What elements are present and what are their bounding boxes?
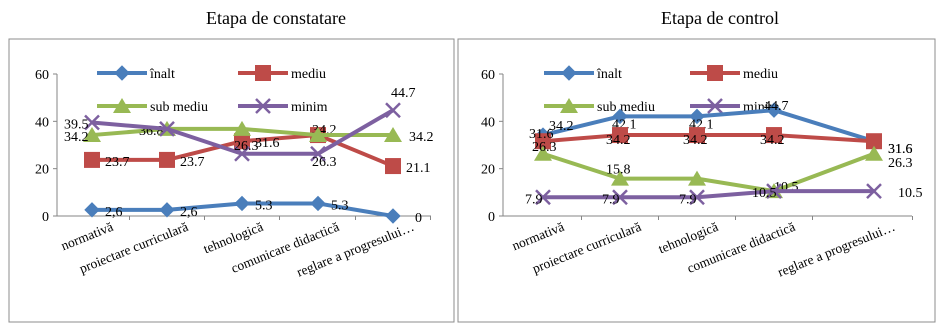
data-point xyxy=(612,127,628,144)
legend-marker xyxy=(113,98,131,113)
legend-label: minim xyxy=(291,100,328,115)
data-point xyxy=(310,145,326,162)
data-label: 7.9 xyxy=(679,192,697,207)
data-label: 5.3 xyxy=(255,198,273,213)
data-point xyxy=(766,183,782,200)
chart-title-constatare: Etapa de constatare xyxy=(206,8,346,28)
data-point xyxy=(866,183,882,200)
data-label: 10.5 xyxy=(898,186,923,201)
y-tick-label: 20 xyxy=(481,163,495,178)
data-point xyxy=(535,189,551,206)
data-label: 31.6 xyxy=(888,142,913,157)
data-label: 34.2 xyxy=(606,133,631,148)
data-label: 44.7 xyxy=(764,99,789,114)
data-point xyxy=(83,127,101,143)
y-tick-label: 40 xyxy=(35,115,49,130)
data-point xyxy=(84,114,100,131)
data-label: 26.3 xyxy=(234,139,259,154)
data-label: 15.8 xyxy=(606,163,631,178)
y-tick-label: 60 xyxy=(35,68,49,83)
data-label: 31.6 xyxy=(529,127,554,142)
data-point xyxy=(688,170,706,186)
data-point xyxy=(234,195,250,212)
data-point xyxy=(385,102,401,119)
data-label: 10.5 xyxy=(752,186,777,201)
data-point xyxy=(689,127,705,144)
data-point xyxy=(385,158,401,175)
data-label: 21.1 xyxy=(406,161,431,176)
data-label: 7.9 xyxy=(602,192,620,207)
data-point xyxy=(84,202,100,218)
legend-label: mediu xyxy=(743,67,778,82)
data-label: 7.9 xyxy=(525,192,543,207)
data-point xyxy=(384,127,402,143)
data-point xyxy=(612,189,628,206)
legend-marker xyxy=(707,98,723,114)
data-point xyxy=(159,202,175,218)
data-point xyxy=(310,195,326,212)
y-tick-label: 40 xyxy=(481,115,495,130)
chart-frame-constatare xyxy=(8,38,455,323)
data-point xyxy=(234,145,250,162)
legend-marker xyxy=(561,65,577,81)
legend-marker xyxy=(707,65,723,81)
legend-marker xyxy=(255,65,271,81)
data-point xyxy=(766,127,782,144)
data-label: 26.3 xyxy=(532,140,557,155)
data-point xyxy=(385,208,401,224)
data-label: 0 xyxy=(415,211,422,226)
data-point xyxy=(534,145,552,161)
data-point xyxy=(233,120,251,136)
data-point xyxy=(159,151,175,168)
data-label: 26.3 xyxy=(312,155,337,170)
data-point xyxy=(689,108,705,125)
data-label: 34.2 xyxy=(409,130,434,145)
legend-marker xyxy=(255,98,271,114)
data-label: 34.2 xyxy=(549,119,574,134)
data-label: 5.3 xyxy=(331,198,349,213)
y-tick-label: 0 xyxy=(42,210,49,225)
data-label: 2,6 xyxy=(180,205,198,220)
data-label: 44.7 xyxy=(391,86,416,101)
data-point xyxy=(612,108,628,125)
legend-label: înalt xyxy=(596,67,622,82)
data-point xyxy=(766,102,782,118)
data-label: 39.5 xyxy=(64,118,89,133)
chart-title-control: Etapa de control xyxy=(661,8,779,28)
y-tick-label: 20 xyxy=(35,163,49,178)
data-point xyxy=(689,189,705,206)
data-label: 26.3 xyxy=(888,156,913,171)
data-point xyxy=(866,133,882,150)
legend-label: sub mediu xyxy=(597,100,655,115)
y-tick-label: 60 xyxy=(481,68,495,83)
data-label: 34.2 xyxy=(64,130,89,145)
data-label: 34.2 xyxy=(760,133,785,148)
data-label: 31.6 xyxy=(888,142,913,157)
legend-marker xyxy=(114,65,130,81)
legend-label: înalt xyxy=(149,67,175,82)
data-label: 2,6 xyxy=(105,205,123,220)
data-label: 23.7 xyxy=(180,155,205,170)
data-point xyxy=(535,133,551,150)
legend-label: mediu xyxy=(291,67,326,82)
data-point xyxy=(611,170,629,186)
data-label: 34.2 xyxy=(683,133,708,148)
legend-marker xyxy=(560,98,578,113)
data-point xyxy=(84,151,100,168)
y-tick-label: 0 xyxy=(488,210,495,225)
data-point xyxy=(159,121,175,137)
data-point xyxy=(234,133,250,150)
data-point xyxy=(309,127,327,143)
data-point xyxy=(865,145,883,161)
data-label: 31.6 xyxy=(255,136,280,151)
legend-label: sub mediu xyxy=(150,100,208,115)
data-label: 23.7 xyxy=(105,155,130,170)
